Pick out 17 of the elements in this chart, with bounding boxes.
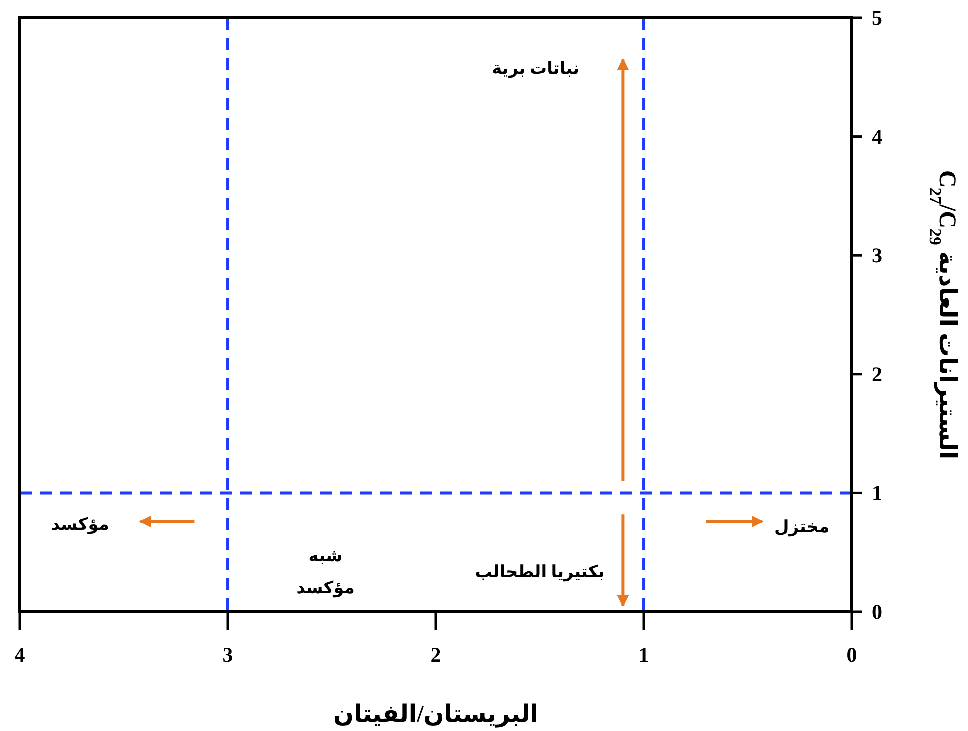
annotation: شبه مؤكسد <box>296 546 355 599</box>
y-tick-label: 2 <box>872 362 882 386</box>
y-tick-label: 0 <box>872 600 882 624</box>
annotation: نباتات برية <box>492 58 580 79</box>
x-tick-label: 2 <box>430 643 442 667</box>
x-tick-label: 0 <box>846 643 858 667</box>
annotation: بكتيريا الطحالب <box>475 562 605 583</box>
x-tick-label: 1 <box>638 643 650 667</box>
x-axis-title: البريستان/الفيتان <box>334 702 538 728</box>
y-tick-label: 3 <box>872 244 882 268</box>
x-tick-label: 4 <box>14 643 26 667</box>
y-tick-label: 4 <box>872 124 883 149</box>
annotation: مؤكسد <box>51 515 110 536</box>
annotation: مختزل <box>774 517 830 538</box>
y-tick-label: 1 <box>872 481 882 506</box>
x-tick-label: 3 <box>222 643 234 667</box>
y-tick-label: 5 <box>872 6 882 30</box>
